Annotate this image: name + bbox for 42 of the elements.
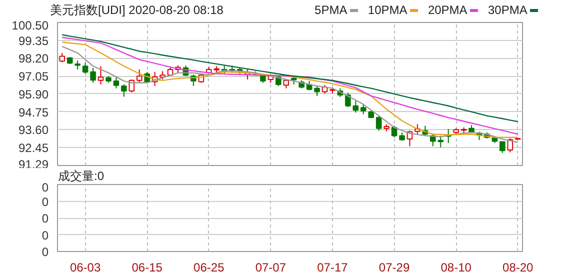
x-tick-label: 06-25 (194, 260, 225, 274)
candlestick (352, 100, 359, 114)
y-tick-label: 0 (42, 212, 49, 226)
y-tick-label: 95.90 (18, 87, 49, 102)
x-tick-label: 07-07 (255, 260, 286, 274)
candlestick (360, 104, 366, 115)
candlestick (500, 141, 506, 154)
y-tick-label: 92.45 (18, 140, 49, 155)
candlestick (98, 66, 104, 85)
y-tick-label: 0 (42, 194, 49, 209)
y-tick-label: 98.20 (18, 52, 49, 66)
candlestick (90, 67, 96, 84)
x-tick-label: 08-10 (440, 260, 472, 274)
legend-label: 30PMA (488, 2, 528, 19)
y-tick-label: 0 (42, 228, 49, 242)
x-tick-label: 08-20 (502, 260, 534, 274)
y-tick-label: 99.35 (18, 34, 49, 48)
legend-label: 20PMA (428, 2, 468, 19)
candlestick (74, 60, 80, 70)
chart-title: 美元指数[UDI] 2020-08-20 08:18 (49, 2, 224, 19)
y-tick-label: 100.50 (12, 18, 49, 32)
x-tick-label: 07-29 (378, 260, 410, 274)
candlestick (507, 138, 514, 153)
y-tick-label: 93.60 (18, 123, 49, 138)
candlestick (376, 115, 382, 132)
candlestick (345, 92, 351, 108)
legend-label: 10PMA (368, 2, 408, 19)
y-tick-label: 94.75 (18, 105, 49, 120)
candlestick (121, 84, 127, 98)
candlestick (136, 69, 142, 84)
candlestick (82, 62, 88, 74)
y-tick-label: 0 (42, 245, 49, 259)
candlestick (113, 76, 120, 89)
x-tick-label: 06-03 (70, 260, 101, 274)
y-tick-label: 97.05 (18, 70, 49, 84)
x-tick-label: 06-15 (132, 260, 163, 274)
x-tick-label: 07-17 (317, 260, 348, 274)
chart-title: 成交量:0 (58, 169, 104, 183)
legend-label: 5PMA (314, 2, 348, 19)
candlestick (314, 86, 320, 96)
candlestick (59, 52, 66, 63)
y-tick-label: 0 (42, 180, 49, 194)
